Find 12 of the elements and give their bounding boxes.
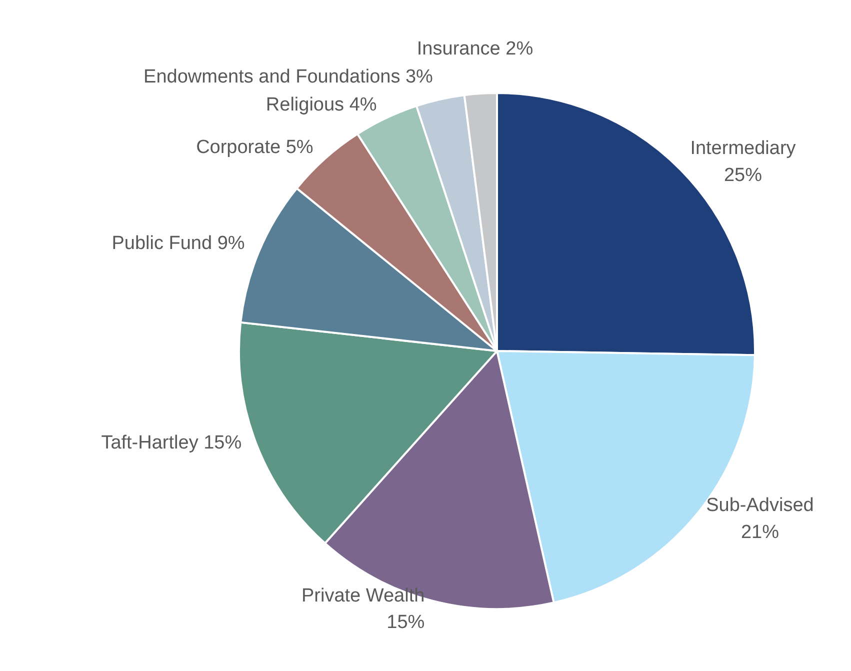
slice-label: Religious 4% [266, 94, 377, 116]
slice-label: Private Wealth [301, 586, 425, 607]
slice-label: Corporate 5% [196, 136, 314, 158]
data-label: 15% [386, 612, 425, 634]
data-label: 21% [740, 522, 780, 543]
slice-label: Endowments and Foundations 3% [144, 66, 434, 88]
slice-label: Sub-Advised [706, 495, 814, 516]
slice-label: Taft-Hartley 15% [101, 432, 242, 454]
slice-label: Intermediary [690, 138, 796, 160]
slice-label: Public Fund 9% [112, 233, 245, 254]
data-label: 25% [724, 164, 762, 186]
slice-label: Insurance 2% [416, 38, 534, 60]
